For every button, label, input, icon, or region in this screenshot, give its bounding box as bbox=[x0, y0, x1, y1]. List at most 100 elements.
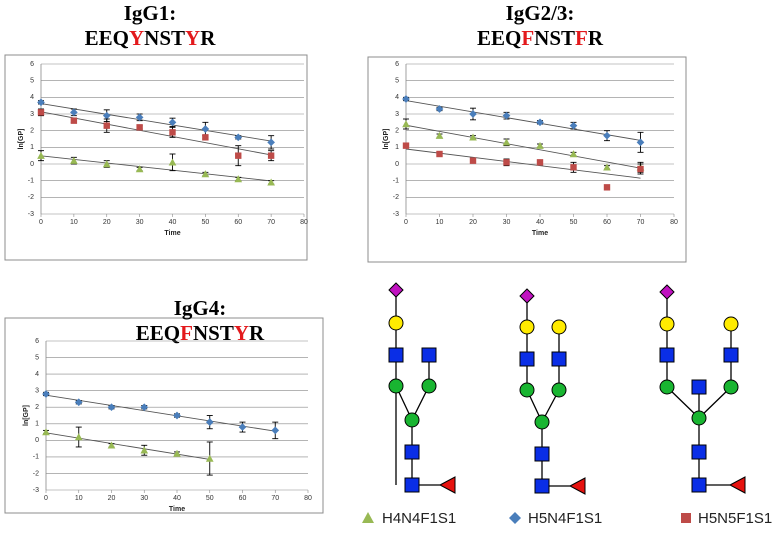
marker-triangle bbox=[603, 163, 611, 171]
x-tick-label: 40 bbox=[169, 219, 177, 226]
y-tick-label: -2 bbox=[28, 194, 34, 201]
x-tick-label: 60 bbox=[603, 219, 611, 226]
trendline bbox=[40, 155, 272, 182]
y-tick-label: 2 bbox=[395, 128, 399, 135]
marker-triangle bbox=[362, 512, 374, 523]
chart-title: IgG2/3: bbox=[506, 1, 575, 25]
y-tick-label: 6 bbox=[30, 61, 34, 68]
marker-triangle bbox=[205, 454, 214, 462]
chart-panel bbox=[4, 54, 308, 261]
marker-diamond bbox=[603, 131, 611, 140]
y-tick-label: 5 bbox=[30, 78, 34, 85]
chart-sequence: EEQYNSTYR bbox=[85, 26, 217, 50]
y-tick-label: 5 bbox=[35, 354, 39, 361]
y-tick-label: -2 bbox=[393, 194, 399, 201]
marker-triangle bbox=[435, 131, 444, 139]
y-axis-label: ln[GP] bbox=[18, 129, 25, 150]
sequence-part: NST bbox=[144, 26, 185, 50]
marker-diamond bbox=[402, 95, 410, 103]
sequence-part: EEQ bbox=[85, 26, 129, 50]
marker-square bbox=[136, 124, 143, 131]
y-tick-label: 3 bbox=[30, 111, 34, 118]
marker-diamond bbox=[70, 108, 78, 117]
y-tick-label: 3 bbox=[395, 111, 399, 118]
sequence-part: R bbox=[249, 321, 265, 345]
x-tick-label: 80 bbox=[304, 495, 312, 502]
marker-triangle bbox=[140, 446, 149, 454]
trendline bbox=[40, 111, 272, 156]
marker-triangle bbox=[74, 433, 83, 441]
marker-square bbox=[202, 134, 209, 141]
sequence-part: NST bbox=[534, 26, 575, 50]
marker-square bbox=[570, 164, 577, 171]
x-tick-label: 40 bbox=[173, 495, 181, 502]
marker-diamond bbox=[135, 113, 144, 122]
x-tick-label: 50 bbox=[206, 495, 214, 502]
marker-diamond bbox=[536, 118, 544, 127]
marker-triangle bbox=[42, 428, 50, 436]
marker-square bbox=[436, 150, 443, 158]
legend-item: H5N5F1S1 bbox=[681, 510, 772, 527]
marker-diamond bbox=[636, 138, 645, 147]
trendline bbox=[405, 124, 641, 169]
y-tick-label: 5 bbox=[395, 78, 399, 85]
x-tick-label: 50 bbox=[570, 219, 578, 226]
y-tick-label: 0 bbox=[30, 161, 34, 168]
marker-diamond bbox=[37, 98, 45, 107]
sequence-part: Y bbox=[234, 321, 249, 345]
y-tick-label: 1 bbox=[30, 144, 34, 151]
y-tick-label: -2 bbox=[33, 470, 39, 477]
marker-triangle bbox=[201, 170, 210, 178]
sequence-part: Y bbox=[185, 26, 200, 50]
sequence-part: R bbox=[588, 26, 604, 50]
x-tick-label: 10 bbox=[436, 219, 444, 226]
marker-square bbox=[469, 157, 477, 164]
marker-diamond bbox=[469, 110, 477, 118]
y-axis-label: ln[GP] bbox=[23, 405, 30, 426]
x-tick-label: 0 bbox=[39, 219, 43, 226]
marker-diamond bbox=[502, 111, 511, 120]
marker-diamond bbox=[140, 403, 149, 412]
x-tick-label: 70 bbox=[267, 219, 275, 226]
marker-triangle bbox=[234, 175, 243, 183]
y-tick-label: 1 bbox=[395, 144, 399, 151]
y-tick-label: 4 bbox=[35, 371, 39, 378]
marker-square bbox=[70, 117, 78, 124]
trendline bbox=[45, 394, 276, 432]
sequence-part: EEQ bbox=[477, 26, 521, 50]
sequence-part: F bbox=[521, 26, 534, 50]
y-tick-label: -1 bbox=[28, 178, 34, 185]
marker-diamond bbox=[238, 423, 247, 431]
marker-diamond bbox=[102, 111, 111, 120]
legend-label: H4N4F1S1 bbox=[382, 510, 456, 527]
x-tick-label: 20 bbox=[108, 495, 116, 502]
y-tick-label: 4 bbox=[395, 94, 399, 101]
x-tick-label: 0 bbox=[44, 495, 48, 502]
trendline bbox=[405, 148, 641, 179]
x-tick-label: 30 bbox=[140, 495, 148, 502]
x-tick-label: 50 bbox=[201, 219, 209, 226]
x-tick-label: 60 bbox=[239, 495, 247, 502]
marker-triangle bbox=[267, 178, 275, 186]
y-tick-label: 2 bbox=[35, 404, 39, 411]
y-tick-label: 4 bbox=[30, 94, 34, 101]
legend-item: H5N4F1S1 bbox=[509, 510, 602, 527]
y-tick-label: -1 bbox=[33, 454, 39, 461]
marker-square bbox=[267, 152, 275, 159]
marker-square bbox=[681, 513, 691, 523]
marker-diamond bbox=[234, 133, 243, 142]
marker-diamond bbox=[168, 118, 177, 127]
x-tick-label: 20 bbox=[103, 219, 111, 226]
marker-triangle bbox=[402, 120, 410, 128]
y-tick-label: -3 bbox=[28, 211, 34, 218]
y-tick-label: -3 bbox=[33, 487, 39, 494]
marker-diamond bbox=[435, 105, 444, 113]
chart-panel bbox=[4, 317, 324, 514]
marker-diamond bbox=[201, 125, 210, 133]
y-axis-label: ln[GP] bbox=[383, 129, 390, 150]
x-tick-label: 80 bbox=[670, 219, 678, 226]
marker-square bbox=[402, 142, 410, 149]
